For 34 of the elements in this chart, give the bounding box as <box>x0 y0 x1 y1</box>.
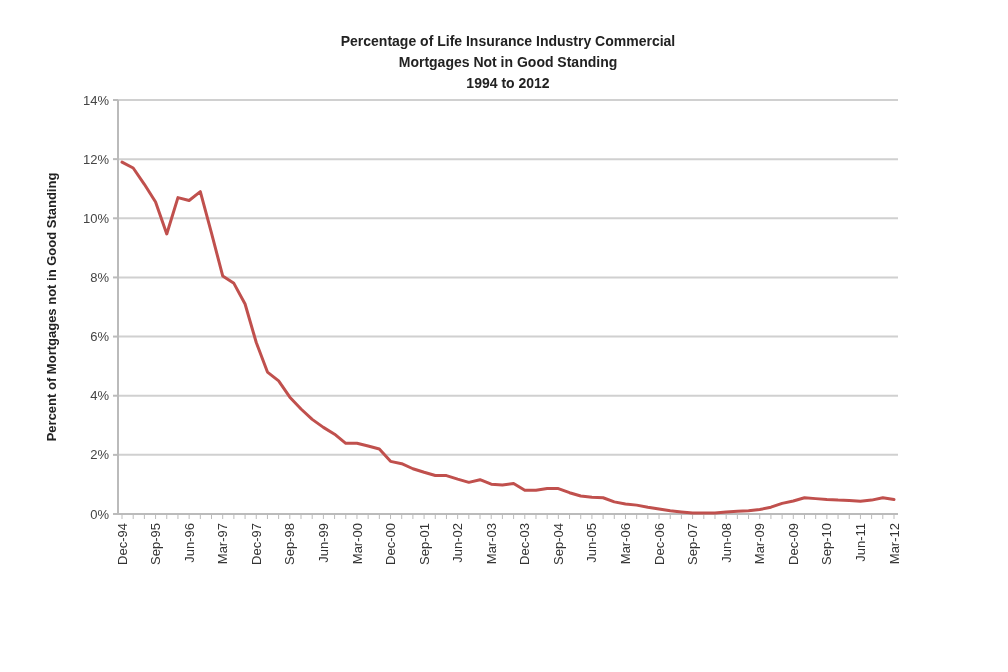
x-tick-label: Sep-07 <box>685 523 701 565</box>
x-tick-label: Mar-00 <box>349 523 365 565</box>
y-tick-label: 10% <box>82 210 110 226</box>
x-tick-label: Mar-03 <box>483 523 499 565</box>
x-tick-label: Dec-06 <box>651 523 667 565</box>
x-tick-label: Jun-08 <box>718 523 734 563</box>
x-tick-label: Jun-02 <box>450 523 466 563</box>
x-tick-label: Sep-95 <box>148 523 164 565</box>
x-tick-label: Dec-09 <box>785 523 801 565</box>
y-tick-label: 0% <box>90 506 110 522</box>
y-tick-label: 4% <box>90 388 110 404</box>
x-tick-label: Mar-09 <box>752 523 768 565</box>
chart-title: Percentage of Life Insurance Industry Commercial Mortgages Not in Good Standing 1994 to 2012 <box>340 33 676 91</box>
x-tick-label: Jun-11 <box>852 523 868 562</box>
x-tick-label: Mar-97 <box>215 523 231 565</box>
y-tick-label: 12% <box>82 151 110 167</box>
x-tick-label: Sep-10 <box>819 523 835 565</box>
x-tick-label: Dec-00 <box>383 523 399 565</box>
x-tick-label: Dec-94 <box>114 523 130 565</box>
y-tick-label: 14% <box>82 92 110 108</box>
x-tick-label: Sep-04 <box>550 523 566 565</box>
x-tick-label: Sep-01 <box>416 523 432 565</box>
x-tick-label: Jun-05 <box>584 523 600 563</box>
x-tick-label: Dec-97 <box>248 523 264 565</box>
x-tick-label: Jun-99 <box>315 523 331 563</box>
x-tick-label: Mar-06 <box>618 523 634 565</box>
y-tick-label: 6% <box>90 329 110 345</box>
y-axis-title: Percent of Mortgages not in Good Standing <box>44 172 59 442</box>
x-tick-label: Mar-12 <box>886 523 902 565</box>
x-tick-label: Dec-03 <box>517 523 533 565</box>
y-tick-label: 8% <box>90 269 110 285</box>
x-tick-label: Sep-98 <box>282 523 298 565</box>
y-tick-label: 2% <box>90 447 110 463</box>
x-tick-label: Jun-96 <box>181 523 197 563</box>
